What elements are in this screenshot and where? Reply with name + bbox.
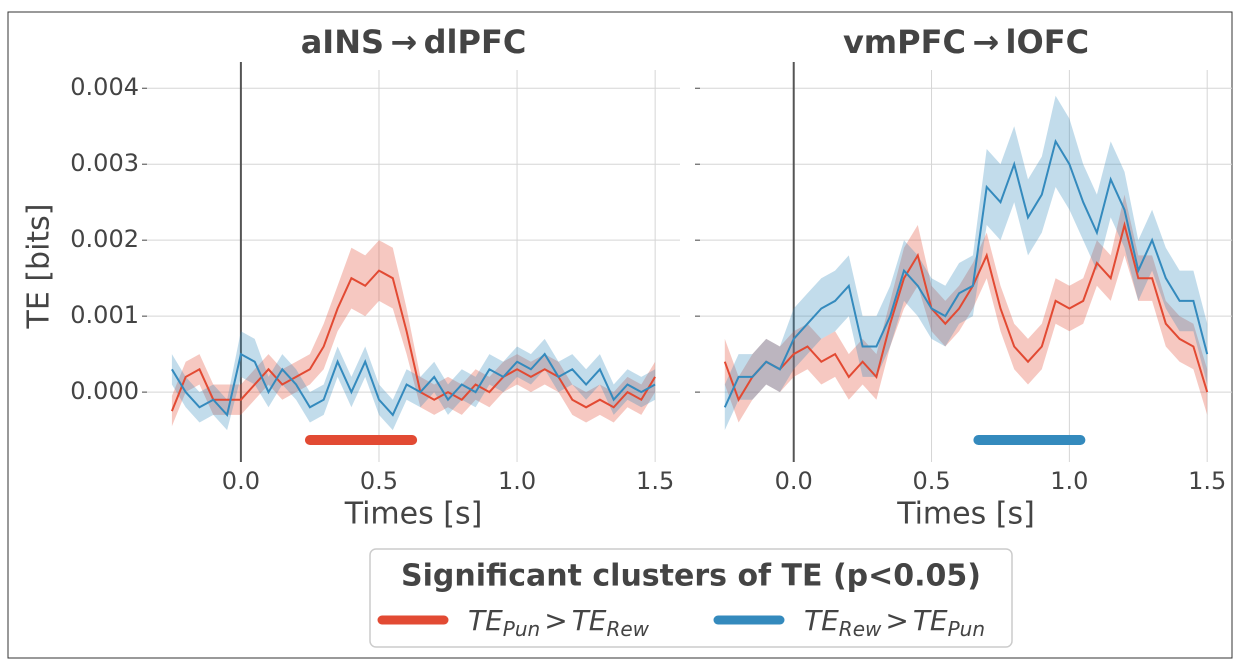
y-tick-label: 0.001 <box>70 301 139 329</box>
chart-title: vmPFC → lOFC <box>843 23 1089 61</box>
error-band <box>171 331 656 431</box>
legend-subscript: Pun <box>503 617 540 641</box>
legend-label: TEPun > TERew <box>468 604 650 641</box>
line <box>723 138 1209 408</box>
x-axis-label: Times [s] <box>344 497 483 532</box>
legend-subscript: Pun <box>948 617 985 641</box>
x-tick-label: 0.0 <box>222 467 260 495</box>
x-tick-label: 0.5 <box>360 467 398 495</box>
legend-subscript: Rew <box>606 617 649 641</box>
legend-title: Significant clusters of TE (p<0.05) <box>401 559 981 594</box>
legend-operator: > <box>885 604 908 637</box>
x-tick-label: 1.0 <box>498 467 536 495</box>
y-tick-label: 0.000 <box>70 377 139 405</box>
x-tick-label: 1.0 <box>1050 467 1088 495</box>
legend-te: TE <box>572 604 607 637</box>
line <box>170 269 656 412</box>
x-tick-label: 1.5 <box>636 467 674 495</box>
x-tick-label: 0.5 <box>912 467 950 495</box>
legend-operator: > <box>544 604 567 637</box>
legend-subscript: Rew <box>839 617 882 641</box>
error-band <box>724 95 1208 431</box>
line <box>723 221 1209 403</box>
line <box>171 352 656 417</box>
x-axis-label: Times [s] <box>896 497 1035 532</box>
legend-te: TE <box>913 604 948 637</box>
chart-title: aINS → dlPFC <box>301 23 527 61</box>
legend-label: TERew > TEPun <box>804 604 985 641</box>
legend-te: TE <box>468 604 503 637</box>
y-tick-label: 0.002 <box>70 225 139 253</box>
y-axis-label: TE [bits] <box>22 204 57 330</box>
y-tick-label: 0.004 <box>70 73 139 101</box>
legend-te: TE <box>804 604 839 637</box>
x-tick-label: 0.0 <box>775 467 813 495</box>
y-tick-label: 0.003 <box>70 149 139 177</box>
x-tick-label: 1.5 <box>1188 467 1226 495</box>
error-band <box>724 194 1208 423</box>
legend-box <box>369 548 1013 648</box>
